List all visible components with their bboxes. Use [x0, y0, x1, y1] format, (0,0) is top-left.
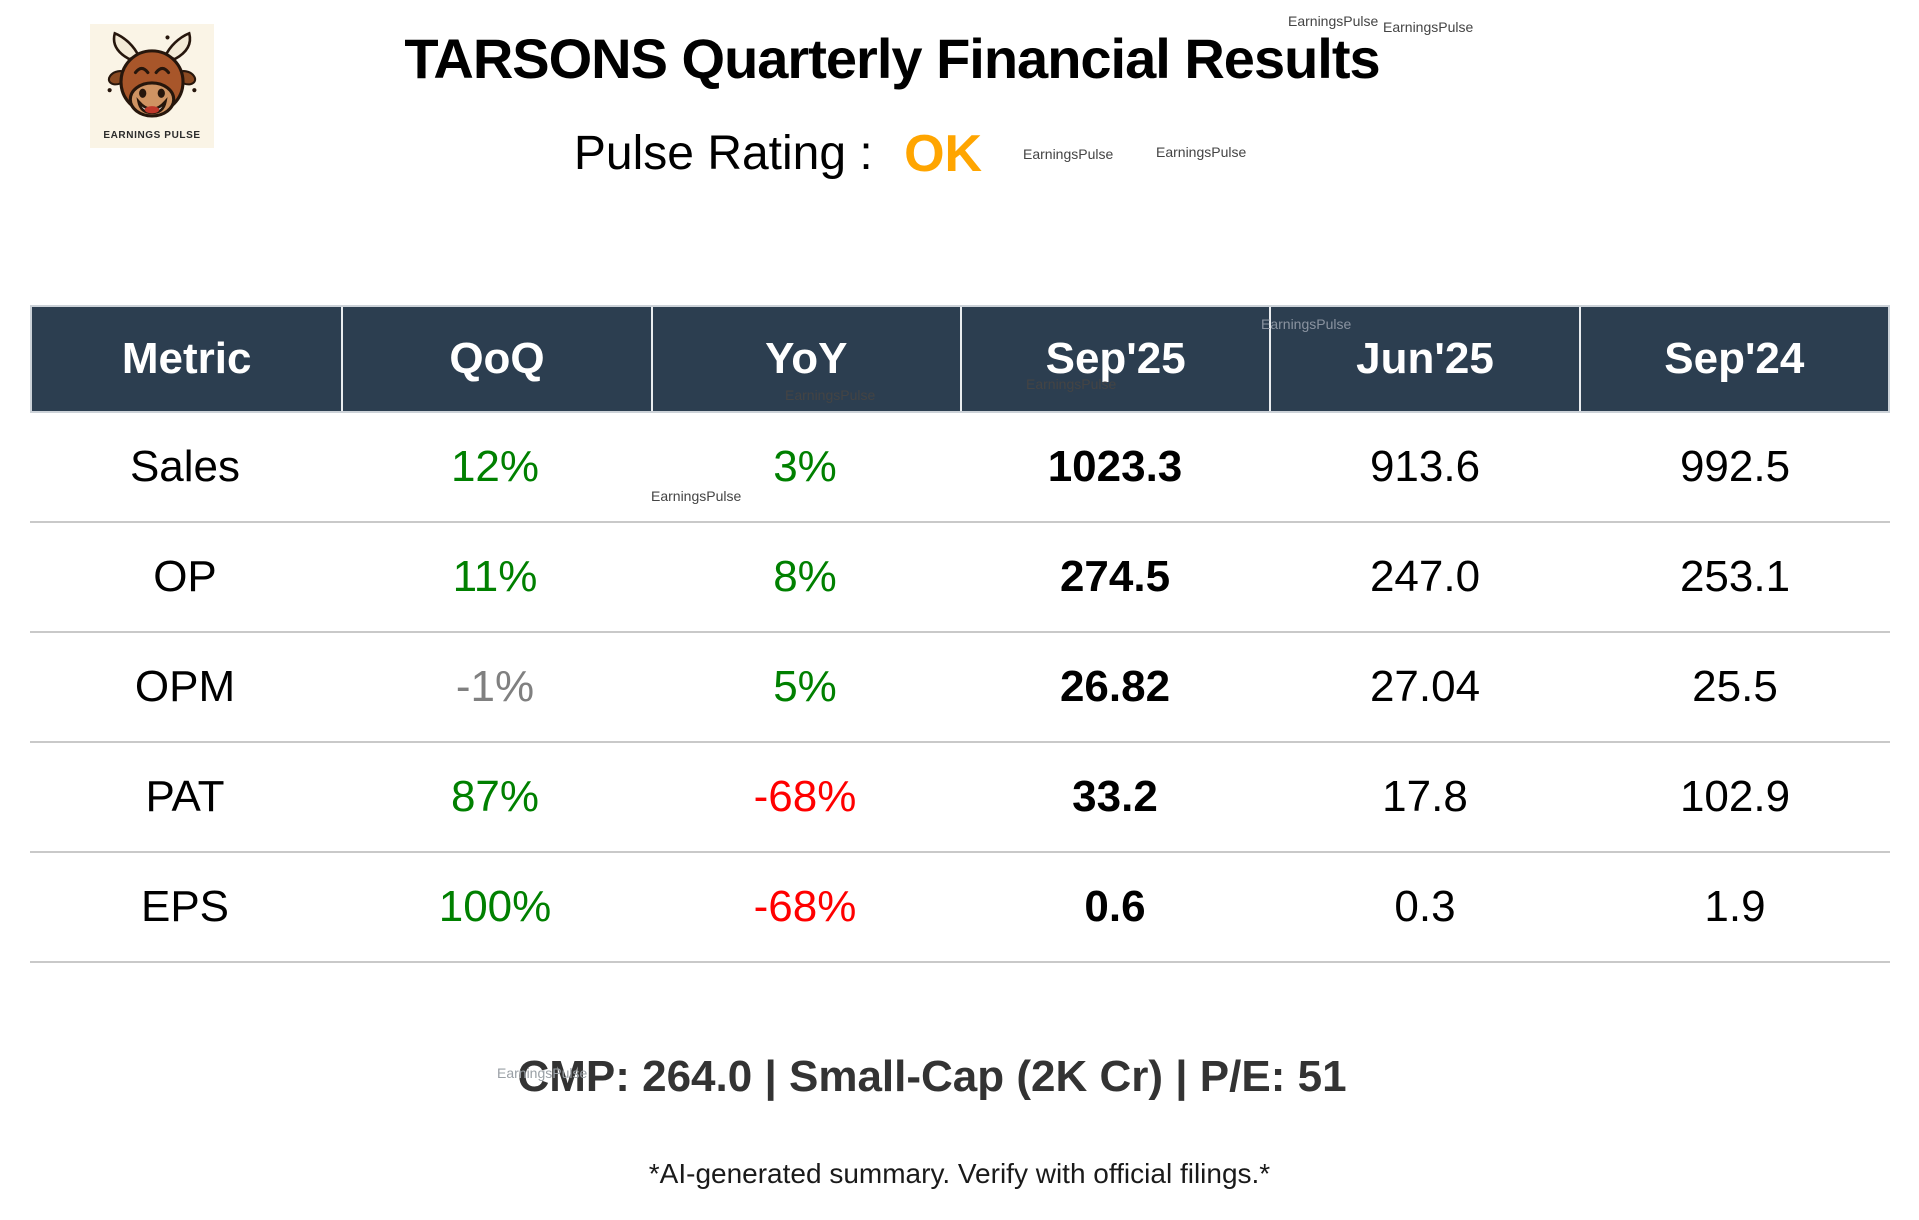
column-header-yoy: YoY	[650, 307, 960, 411]
yoy-cell: 5%	[773, 662, 837, 711]
logo-caption: EARNINGS PULSE	[103, 130, 201, 141]
metric-cell: OP	[153, 552, 217, 601]
metric-cell: Sales	[129, 442, 241, 491]
pulse-rating: Pulse Rating : OK	[0, 124, 1556, 184]
pulse-rating-label: Pulse Rating :	[573, 127, 873, 180]
page-title: TARSONS Quarterly Financial Results	[404, 27, 1380, 90]
sep24-cell: 1.9	[1704, 882, 1766, 931]
table-row: OP 11% 8% 274.5 247.0 253.1	[30, 523, 1890, 633]
column-header-sep24: Sep'24	[1578, 307, 1888, 411]
yoy-cell: 8%	[773, 552, 837, 601]
financials-table: Metric QoQ YoY Sep'25 Jun'25 Sep'24 Sale…	[30, 305, 1890, 963]
column-header-sep25: Sep'25	[960, 307, 1269, 411]
qoq-cell: 11%	[452, 552, 538, 601]
sep24-cell: 25.5	[1692, 662, 1778, 711]
metric-cell: OPM	[134, 662, 236, 711]
sep25-cell: 33.2	[1072, 772, 1158, 821]
earnings-pulse-logo: EARNINGS PULSE	[90, 24, 214, 148]
jun25-cell: 27.04	[1369, 662, 1481, 711]
qoq-cell: -1%	[455, 662, 535, 711]
pulse-rating-value: OK	[904, 125, 983, 183]
qoq-cell: 100%	[438, 882, 552, 931]
sep25-cell: 1023.3	[1047, 442, 1183, 491]
qoq-cell: 87%	[450, 772, 540, 821]
jun25-cell: 247.0	[1369, 552, 1481, 601]
column-header-metric: Metric	[121, 334, 252, 383]
table-header-row: Metric QoQ YoY Sep'25 Jun'25 Sep'24	[30, 305, 1890, 413]
jun25-cell: 0.3	[1394, 882, 1456, 931]
jun25-cell: 913.6	[1369, 442, 1481, 491]
sep24-cell: 102.9	[1679, 772, 1791, 821]
table-row: EPS 100% -68% 0.6 0.3 1.9	[30, 853, 1890, 963]
metric-cell: PAT	[145, 772, 225, 821]
table-row: OPM -1% 5% 26.82 27.04 25.5	[30, 633, 1890, 743]
sep24-cell: 992.5	[1679, 442, 1791, 491]
sep25-cell: 274.5	[1059, 552, 1171, 601]
yoy-cell: -68%	[753, 882, 857, 931]
yoy-cell: 3%	[773, 442, 837, 491]
sep25-cell: 0.6	[1084, 882, 1146, 931]
sep24-cell: 253.1	[1679, 552, 1791, 601]
metric-cell: EPS	[140, 882, 230, 931]
sep25-cell: 26.82	[1059, 662, 1171, 711]
yoy-cell: -68%	[753, 772, 857, 821]
bull-logo-icon	[90, 24, 214, 148]
table-row: Sales 12% 3% 1023.3 913.6 992.5	[30, 413, 1890, 523]
qoq-cell: 12%	[450, 442, 540, 491]
column-header-jun25: Jun'25	[1269, 307, 1578, 411]
column-header-qoq: QoQ	[341, 307, 650, 411]
disclaimer: *AI-generated summary. Verify with offic…	[648, 1158, 1271, 1189]
table-row: PAT 87% -68% 33.2 17.8 102.9	[30, 743, 1890, 853]
jun25-cell: 17.8	[1382, 772, 1468, 821]
footer-summary: CMP: 264.0 | Small-Cap (2K Cr) | P/E: 51	[517, 1052, 1347, 1101]
